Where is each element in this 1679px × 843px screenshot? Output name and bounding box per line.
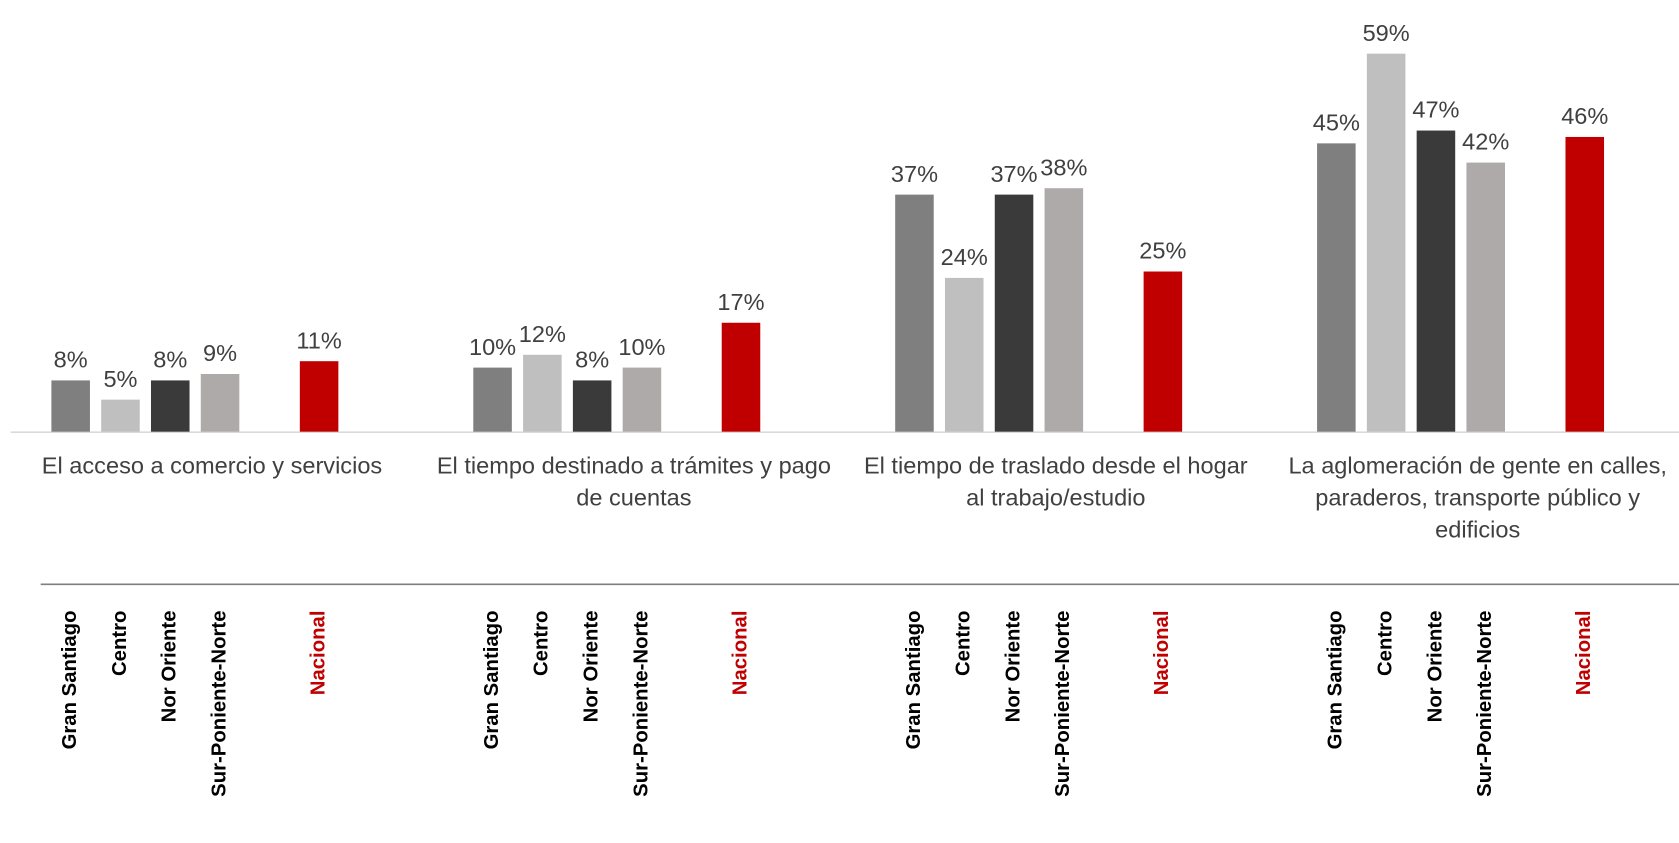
data-label: 59% <box>1363 20 1410 46</box>
series-label: Centro <box>1375 610 1397 676</box>
data-label: 8% <box>575 347 609 373</box>
category-label-box: El tiempo de traslado desde el hogar al … <box>863 452 1248 511</box>
bar <box>572 380 612 432</box>
series-label: Sur-Poniente-Norte <box>1474 610 1496 796</box>
series-label: Gran Santiago <box>903 610 925 749</box>
bar <box>721 322 761 432</box>
data-label: 9% <box>203 340 237 366</box>
data-label: 8% <box>153 347 187 373</box>
series-label: Nor Oriente <box>1002 610 1024 722</box>
series-label: Gran Santiago <box>59 610 81 749</box>
bar <box>51 380 90 432</box>
data-label: 11% <box>296 327 341 353</box>
data-label: 10% <box>618 334 665 360</box>
bar <box>523 354 562 432</box>
data-label: 37% <box>990 161 1037 187</box>
series-label: Sur-Poniente-Norte <box>630 610 652 796</box>
series-label: Nor Oriente <box>1424 610 1446 722</box>
category-label: El acceso a comercio y servicios <box>41 452 383 479</box>
bar <box>473 367 512 432</box>
data-label: 25% <box>1139 238 1186 264</box>
category-label-box: El acceso a comercio y servicios <box>41 452 383 479</box>
bar <box>944 277 984 432</box>
series-label: Nor Oriente <box>159 610 181 722</box>
bar <box>200 374 240 432</box>
bar <box>1143 271 1183 432</box>
series-label: Nacional <box>1151 610 1173 695</box>
data-label: 46% <box>1561 103 1608 129</box>
category-label: El tiempo destinado a trámites y pago de… <box>436 452 831 511</box>
bar <box>994 194 1034 432</box>
bar <box>1317 143 1356 432</box>
data-label: 47% <box>1412 97 1459 123</box>
series-label: Nacional <box>1573 610 1595 695</box>
bar <box>895 194 934 432</box>
bar <box>1366 53 1406 432</box>
data-label: 10% <box>469 334 516 360</box>
series-label: Nacional <box>729 610 751 695</box>
series-label: Gran Santiago <box>1325 610 1347 749</box>
data-label: 8% <box>54 347 88 373</box>
data-label: 17% <box>717 289 764 315</box>
data-label: 42% <box>1462 129 1509 155</box>
bar <box>1416 130 1456 432</box>
bar <box>1044 188 1084 432</box>
data-label: 45% <box>1313 110 1360 136</box>
series-label: Centro <box>531 610 553 676</box>
bar <box>622 367 662 432</box>
data-label: 5% <box>103 366 137 392</box>
data-label: 12% <box>519 321 566 347</box>
series-label: Centro <box>953 610 975 676</box>
series-label: Nacional <box>307 610 329 695</box>
data-label: 38% <box>1040 154 1087 180</box>
data-label: 37% <box>891 161 938 187</box>
series-label: Centro <box>109 610 131 676</box>
series-label: Sur-Poniente-Norte <box>1052 610 1074 796</box>
series-label: Nor Oriente <box>581 610 603 722</box>
bar <box>1466 162 1505 432</box>
series-label: Sur-Poniente-Norte <box>208 610 230 796</box>
data-label: 24% <box>941 244 988 270</box>
category-label-box: El tiempo destinado a trámites y pago de… <box>436 452 831 511</box>
category-label: La aglomeración de gente en calles, para… <box>1288 452 1667 544</box>
series-label: Gran Santiago <box>481 610 503 749</box>
bar <box>1565 136 1605 432</box>
category-label: El tiempo de traslado desde el hogar al … <box>863 452 1248 511</box>
category-label-box: La aglomeración de gente en calles, para… <box>1288 452 1667 544</box>
bar <box>150 380 190 432</box>
bar <box>299 361 339 432</box>
bar <box>101 399 140 432</box>
